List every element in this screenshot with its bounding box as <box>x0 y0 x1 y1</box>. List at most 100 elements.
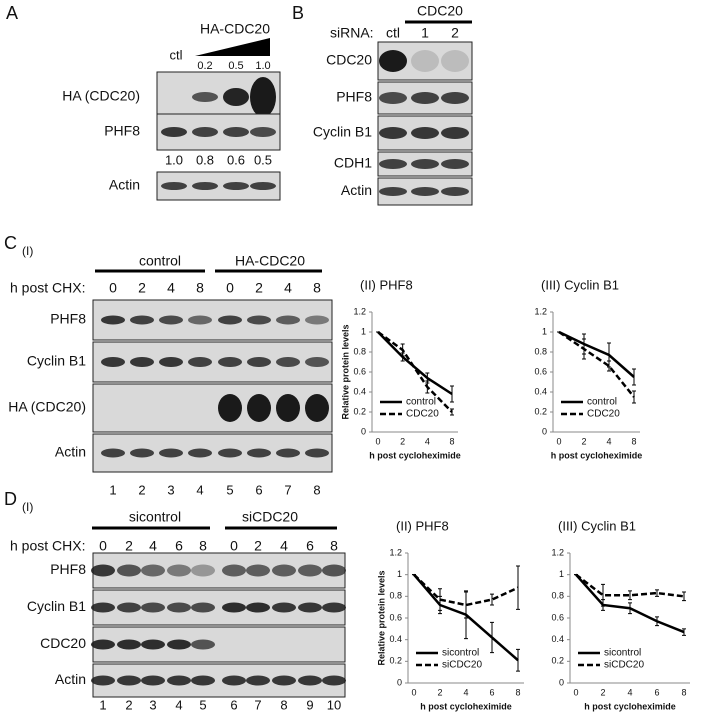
error-bar <box>582 338 586 360</box>
y-tick-label: 0.8 <box>389 591 402 601</box>
panel-sub-label: (I) <box>22 244 33 258</box>
error-bar <box>450 408 454 416</box>
band <box>411 187 439 196</box>
row-label: Actin <box>55 444 86 460</box>
x-tick-label: 0 <box>556 436 561 446</box>
x-tick-label: 0 <box>375 436 380 446</box>
quantification: 0.6 <box>227 152 245 167</box>
panel-letter: D <box>4 489 17 509</box>
lane-number: 10 <box>327 697 341 712</box>
chart-title: (III) Cyclin B1 <box>541 277 619 292</box>
dose-label: 0.2 <box>197 60 212 72</box>
timepoint-label: 6 <box>306 538 314 554</box>
x-tick-label: 2 <box>581 436 586 446</box>
lane-number: 3 <box>149 697 156 712</box>
x-tick-label: 0 <box>411 687 416 697</box>
band <box>188 357 212 367</box>
y-axis-label: Relative protein levels <box>340 324 350 419</box>
band <box>441 50 469 72</box>
error-bar <box>628 602 632 615</box>
timepoint-label: 4 <box>284 280 292 296</box>
legend-label: CDC20 <box>406 409 439 420</box>
band <box>379 187 407 196</box>
dose-wedge <box>195 38 270 56</box>
band <box>411 159 439 169</box>
series-line <box>377 331 453 396</box>
row-label: Cyclin B1 <box>27 598 86 614</box>
legend-label: sicontrol <box>604 648 641 659</box>
band <box>117 639 141 650</box>
lane-number: 2 <box>125 697 132 712</box>
band <box>441 159 469 169</box>
band <box>130 315 154 325</box>
lane-number: 4 <box>196 482 203 497</box>
timepoint-label: 2 <box>138 280 146 296</box>
quantification: 0.5 <box>254 152 272 167</box>
lane-number: 1 <box>99 697 106 712</box>
band <box>305 315 329 325</box>
band <box>130 448 154 458</box>
legend-label: sicontrol <box>442 648 479 659</box>
band <box>246 564 270 577</box>
band <box>322 675 346 686</box>
band <box>117 564 141 577</box>
legend-label: siCDC20 <box>604 660 644 671</box>
band <box>305 448 329 458</box>
timepoint-label: 0 <box>99 538 107 554</box>
row-label: Actin <box>55 671 86 687</box>
band <box>191 602 215 613</box>
band <box>222 602 246 613</box>
error-bar <box>682 628 686 636</box>
y-tick-label: 1.2 <box>551 547 564 557</box>
y-tick-label: 0.8 <box>353 346 366 356</box>
lane-number: 6 <box>230 697 237 712</box>
y-tick-label: 1 <box>559 569 564 579</box>
band <box>117 602 141 613</box>
y-tick-label: 0 <box>361 426 366 436</box>
x-tick-label: 2 <box>437 687 442 697</box>
group-label: siCDC20 <box>242 509 298 525</box>
dose-label: 1.0 <box>255 60 270 72</box>
row-label: CDC20 <box>326 52 372 68</box>
y-tick-label: 0.4 <box>389 634 402 644</box>
quantification: 1.0 <box>165 152 183 167</box>
band <box>159 448 183 458</box>
error-bar <box>632 390 636 404</box>
x-tick-label: 8 <box>515 687 520 697</box>
error-bar <box>516 648 520 672</box>
band <box>411 92 439 104</box>
x-tick-label: 6 <box>489 687 494 697</box>
error-bar <box>628 590 632 601</box>
band <box>298 564 322 577</box>
band <box>250 127 276 137</box>
band <box>218 315 242 325</box>
band <box>141 564 165 577</box>
error-bar <box>682 591 686 602</box>
error-bar <box>425 380 430 394</box>
band <box>91 564 115 577</box>
legend-label: control <box>587 397 617 408</box>
band <box>379 127 407 139</box>
band <box>247 394 271 422</box>
lane-number: 3 <box>167 482 174 497</box>
band <box>250 77 276 117</box>
band <box>305 394 329 422</box>
y-tick-label: 0.6 <box>389 612 402 622</box>
y-tick-label: 0.2 <box>551 656 564 666</box>
timepoint-label: 2 <box>255 280 263 296</box>
lane-number: 8 <box>313 482 320 497</box>
band <box>191 564 215 577</box>
row-label: HA (CDC20) <box>8 399 86 415</box>
timepoint-label: 4 <box>280 538 288 554</box>
time-label: h post CHX: <box>10 280 85 296</box>
band <box>379 50 407 72</box>
band <box>159 315 183 325</box>
band <box>276 357 300 367</box>
series-line <box>558 330 635 398</box>
band <box>130 357 154 367</box>
y-tick-label: 0 <box>397 677 402 687</box>
error-bar <box>601 583 605 607</box>
chart-title: (II) PHF8 <box>396 518 449 533</box>
band <box>322 602 346 613</box>
